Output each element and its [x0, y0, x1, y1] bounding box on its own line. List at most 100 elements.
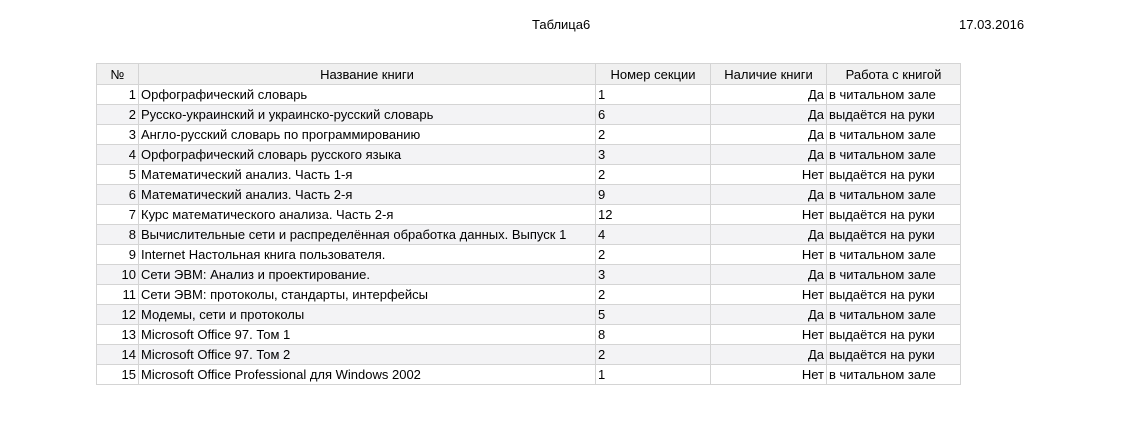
- cell-availability[interactable]: Да: [710, 124, 827, 145]
- cell-book-title[interactable]: Орфографический словарь русского языка: [138, 144, 596, 165]
- cell-availability[interactable]: Да: [710, 224, 827, 245]
- cell-section[interactable]: 4: [595, 224, 711, 245]
- cell-availability[interactable]: Да: [710, 344, 827, 365]
- cell-book-title[interactable]: Internet Настольная книга пользователя.: [138, 244, 596, 265]
- table-body: 1 Орфографический словарь 1 Да в читальном з…: [96, 84, 961, 385]
- cell-book-title[interactable]: Microsoft Office Professional для Window…: [138, 364, 596, 385]
- cell-availability[interactable]: Нет: [710, 244, 827, 265]
- cell-book-title[interactable]: Microsoft Office 97. Том 2: [138, 344, 596, 365]
- cell-book-title[interactable]: Математический анализ. Часть 1-я: [138, 164, 596, 185]
- cell-work-mode[interactable]: в читальном зале: [826, 364, 961, 385]
- cell-availability[interactable]: Да: [710, 264, 827, 285]
- cell-number[interactable]: 4: [96, 144, 139, 165]
- table-row[interactable]: 6 Математический анализ. Часть 2-я 9 Да в чи…: [96, 184, 961, 205]
- cell-work-mode[interactable]: в читальном зале: [826, 184, 961, 205]
- cell-number[interactable]: 3: [96, 124, 139, 145]
- cell-availability[interactable]: Да: [710, 304, 827, 325]
- cell-section[interactable]: 2: [595, 284, 711, 305]
- cell-section[interactable]: 1: [595, 84, 711, 105]
- column-header-availability[interactable]: Наличие книги: [710, 63, 827, 85]
- cell-number[interactable]: 5: [96, 164, 139, 185]
- cell-section[interactable]: 2: [595, 344, 711, 365]
- cell-book-title[interactable]: Русско-украинский и украинско-русский сл…: [138, 104, 596, 125]
- cell-book-title[interactable]: Курс математического анализа. Часть 2-я: [138, 204, 596, 225]
- cell-work-mode[interactable]: выдаётся на руки: [826, 324, 961, 345]
- cell-number[interactable]: 7: [96, 204, 139, 225]
- table-row[interactable]: 3 Англо-русский словарь по программирован…: [96, 124, 961, 145]
- cell-number[interactable]: 1: [96, 84, 139, 105]
- cell-availability[interactable]: Да: [710, 84, 827, 105]
- cell-availability[interactable]: Нет: [710, 164, 827, 185]
- cell-availability[interactable]: Да: [710, 104, 827, 125]
- cell-section[interactable]: 9: [595, 184, 711, 205]
- cell-availability[interactable]: Нет: [710, 324, 827, 345]
- cell-book-title[interactable]: Математический анализ. Часть 2-я: [138, 184, 596, 205]
- cell-availability[interactable]: Нет: [710, 284, 827, 305]
- cell-section[interactable]: 5: [595, 304, 711, 325]
- table-header-row: № Название книги Номер секции Наличие кн…: [96, 63, 961, 85]
- cell-work-mode[interactable]: в читальном зале: [826, 84, 961, 105]
- table-row[interactable]: 2 Русско-украинский и украинско-русский с…: [96, 104, 961, 125]
- cell-availability[interactable]: Нет: [710, 364, 827, 385]
- cell-number[interactable]: 2: [96, 104, 139, 125]
- table-row[interactable]: 11 Сети ЭВМ: протоколы, стандарты, интерф…: [96, 284, 961, 305]
- cell-work-mode[interactable]: в читальном зале: [826, 264, 961, 285]
- cell-work-mode[interactable]: в читальном зале: [826, 144, 961, 165]
- cell-section[interactable]: 3: [595, 144, 711, 165]
- table-row[interactable]: 1 Орфографический словарь 1 Да в читальном з…: [96, 84, 961, 105]
- table-row[interactable]: 10 Сети ЭВМ: Анализ и проектирование. 3 Да в…: [96, 264, 961, 285]
- cell-book-title[interactable]: Сети ЭВМ: протоколы, стандарты, интерфей…: [138, 284, 596, 305]
- cell-work-mode[interactable]: выдаётся на руки: [826, 344, 961, 365]
- cell-section[interactable]: 8: [595, 324, 711, 345]
- table-row[interactable]: 12 Модемы, сети и протоколы 5 Да в читальном…: [96, 304, 961, 325]
- cell-work-mode[interactable]: в читальном зале: [826, 244, 961, 265]
- table-row[interactable]: 14 Microsoft Office 97. Том 2 2 Да выдаётся …: [96, 344, 961, 365]
- cell-section[interactable]: 3: [595, 264, 711, 285]
- cell-number[interactable]: 14: [96, 344, 139, 365]
- cell-book-title[interactable]: Microsoft Office 97. Том 1: [138, 324, 596, 345]
- cell-number[interactable]: 6: [96, 184, 139, 205]
- table-row[interactable]: 8 Вычислительные сети и распределённая об…: [96, 224, 961, 245]
- table-row[interactable]: 4 Орфографический словарь русского языка 3…: [96, 144, 961, 165]
- table-row[interactable]: 7 Курс математического анализа. Часть 2-я…: [96, 204, 961, 225]
- cell-section[interactable]: 1: [595, 364, 711, 385]
- cell-availability[interactable]: Да: [710, 184, 827, 205]
- cell-work-mode[interactable]: выдаётся на руки: [826, 284, 961, 305]
- cell-section[interactable]: 2: [595, 244, 711, 265]
- cell-work-mode[interactable]: выдаётся на руки: [826, 104, 961, 125]
- column-header-book-title[interactable]: Название книги: [138, 63, 596, 85]
- cell-book-title[interactable]: Модемы, сети и протоколы: [138, 304, 596, 325]
- column-header-work-mode[interactable]: Работа с книгой: [826, 63, 961, 85]
- cell-number[interactable]: 9: [96, 244, 139, 265]
- cell-number[interactable]: 10: [96, 264, 139, 285]
- cell-work-mode[interactable]: в читальном зале: [826, 304, 961, 325]
- table-row[interactable]: 15 Microsoft Office Professional для Wind…: [96, 364, 961, 385]
- cell-number[interactable]: 11: [96, 284, 139, 305]
- cell-book-title[interactable]: Орфографический словарь: [138, 84, 596, 105]
- cell-work-mode[interactable]: выдаётся на руки: [826, 224, 961, 245]
- report-date: 17.03.2016: [959, 17, 1025, 32]
- report-title: Таблица6: [532, 17, 591, 32]
- cell-number[interactable]: 15: [96, 364, 139, 385]
- cell-section[interactable]: 2: [595, 124, 711, 145]
- column-header-number[interactable]: №: [96, 63, 139, 85]
- cell-section[interactable]: 12: [595, 204, 711, 225]
- cell-section[interactable]: 2: [595, 164, 711, 185]
- cell-book-title[interactable]: Вычислительные сети и распределённая обр…: [138, 224, 596, 245]
- cell-book-title[interactable]: Англо-русский словарь по программировани…: [138, 124, 596, 145]
- cell-number[interactable]: 13: [96, 324, 139, 345]
- cell-availability[interactable]: Да: [710, 144, 827, 165]
- cell-work-mode[interactable]: выдаётся на руки: [826, 164, 961, 185]
- cell-section[interactable]: 6: [595, 104, 711, 125]
- table-row[interactable]: 5 Математический анализ. Часть 1-я 2 Нет выд…: [96, 164, 961, 185]
- books-table: № Название книги Номер секции Наличие кн…: [96, 63, 961, 385]
- table-row[interactable]: 9 Internet Настольная книга пользователя.…: [96, 244, 961, 265]
- cell-number[interactable]: 12: [96, 304, 139, 325]
- table-row[interactable]: 13 Microsoft Office 97. Том 1 8 Нет выдаётся…: [96, 324, 961, 345]
- cell-work-mode[interactable]: выдаётся на руки: [826, 204, 961, 225]
- cell-book-title[interactable]: Сети ЭВМ: Анализ и проектирование.: [138, 264, 596, 285]
- cell-number[interactable]: 8: [96, 224, 139, 245]
- cell-availability[interactable]: Нет: [710, 204, 827, 225]
- column-header-section[interactable]: Номер секции: [595, 63, 711, 85]
- cell-work-mode[interactable]: в читальном зале: [826, 124, 961, 145]
